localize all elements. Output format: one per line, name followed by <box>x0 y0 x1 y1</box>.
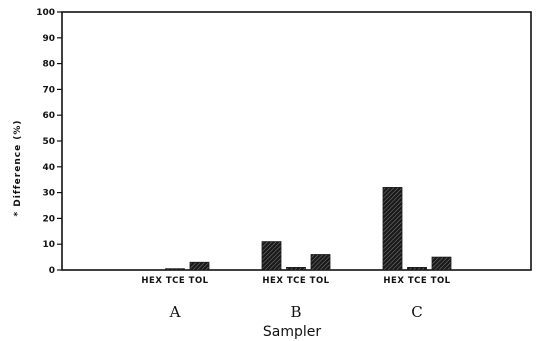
plot-frame <box>61 11 532 271</box>
category-labels-b: HEX TCE TOL <box>262 276 329 286</box>
bar-c-tol <box>431 256 452 271</box>
y-axis-label: * Difference (%) <box>13 119 23 216</box>
group-labels: A B C <box>169 303 423 321</box>
y-tick-label: 90 <box>42 34 55 44</box>
bar-b-tce <box>286 267 306 271</box>
bar-a-tce <box>165 268 185 271</box>
y-tick-label: 30 <box>42 189 55 199</box>
y-tick-label: 0 <box>49 266 55 276</box>
category-labels: HEX TCE TOL HEX TCE TOL HEX TCE TOL <box>141 276 450 286</box>
y-tick-label: 60 <box>42 111 55 121</box>
bar-c-tce <box>407 267 427 271</box>
y-tick-label: 10 <box>42 240 55 250</box>
y-tick-label: 80 <box>42 60 55 70</box>
group-label-a: A <box>169 303 181 321</box>
x-axis-label: Sampler <box>263 324 321 340</box>
y-tick-label: 100 <box>36 8 55 18</box>
bar-series <box>165 187 452 271</box>
category-labels-c: HEX TCE TOL <box>383 276 450 286</box>
category-labels-a: HEX TCE TOL <box>141 276 208 286</box>
plot-axes <box>61 11 532 271</box>
y-tick-label: 70 <box>42 85 55 95</box>
y-axis-ticks: 0 10 20 30 40 50 60 70 80 90 100 <box>36 8 62 276</box>
bar-b-tol <box>310 254 331 271</box>
y-tick-label: 40 <box>42 163 55 173</box>
group-label-c: C <box>411 303 422 321</box>
group-label-b: B <box>290 303 301 321</box>
y-tick-label: 20 <box>42 214 55 224</box>
bar-a-tol <box>189 261 210 271</box>
y-tick-label: 50 <box>42 137 55 147</box>
bar-b-hex <box>261 241 282 271</box>
bar-c-hex <box>382 187 403 271</box>
